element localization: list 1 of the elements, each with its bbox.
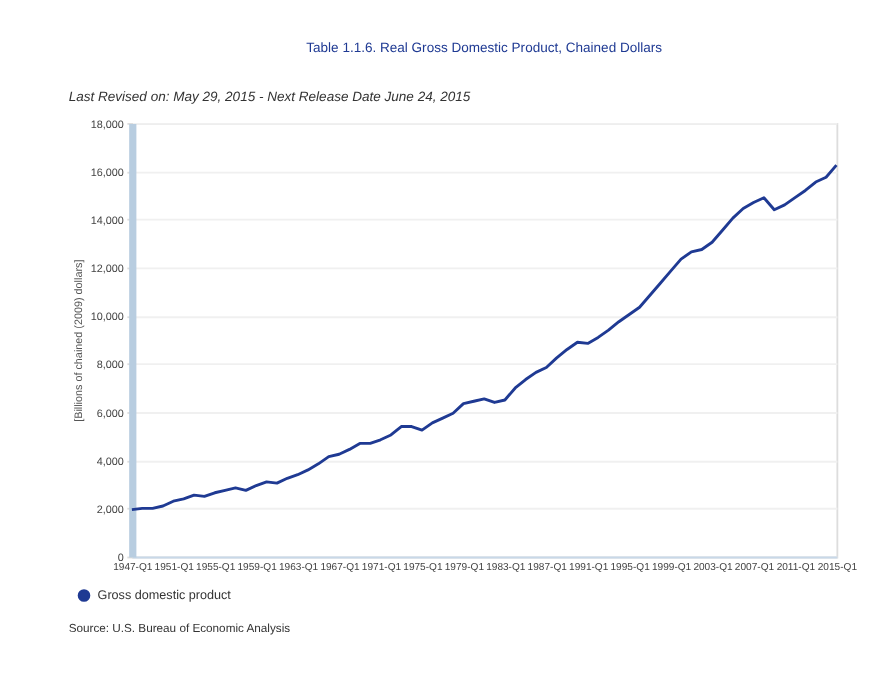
line-series <box>130 163 838 512</box>
